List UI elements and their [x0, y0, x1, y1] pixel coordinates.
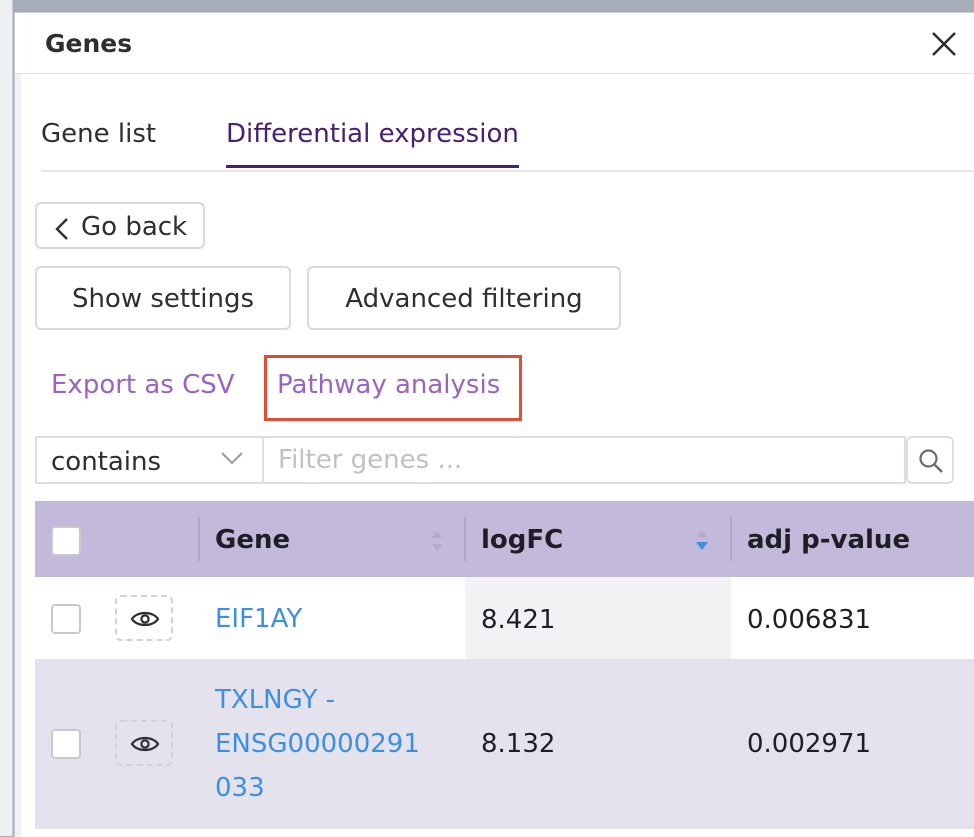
- go-back-label: Go back: [81, 212, 188, 242]
- filter-mode-value: contains: [51, 447, 162, 477]
- panel-title: Genes: [45, 29, 133, 58]
- panel-body: Gene list Differential expression Go bac…: [15, 74, 974, 837]
- logfc-value: 8.132: [481, 729, 556, 759]
- chevron-left-icon: [55, 218, 68, 240]
- column-divider: [730, 517, 732, 561]
- column-header-gene[interactable]: Gene: [215, 525, 291, 555]
- gene-link-line: 033: [215, 773, 265, 803]
- advanced-filtering-button[interactable]: Advanced filtering: [307, 266, 621, 330]
- select-all-checkbox[interactable]: [51, 526, 81, 556]
- export-csv-link[interactable]: Export as CSV: [51, 370, 235, 400]
- table-header: Gene logFC adj p-value: [35, 501, 974, 577]
- genes-table: Gene logFC adj p-value: [35, 501, 974, 837]
- search-icon: [919, 449, 943, 473]
- sort-icon[interactable]: [431, 530, 443, 552]
- close-icon: [932, 32, 956, 56]
- search-button[interactable]: [906, 436, 954, 484]
- eye-icon: [130, 736, 160, 752]
- column-divider: [198, 517, 200, 561]
- table-row: [35, 829, 974, 837]
- column-divider: [464, 517, 466, 561]
- filter-genes-input[interactable]: [264, 436, 906, 484]
- logfc-cell-bg: [465, 577, 731, 659]
- highlight-box: [264, 355, 522, 421]
- adj-p-value: 0.006831: [747, 605, 872, 635]
- row-checkbox[interactable]: [51, 604, 81, 634]
- go-back-button[interactable]: Go back: [35, 202, 205, 249]
- close-button[interactable]: [927, 27, 961, 61]
- filter-mode-select[interactable]: contains: [35, 436, 264, 484]
- sort-desc-icon[interactable]: [695, 530, 709, 552]
- chevron-down-icon: [221, 452, 243, 465]
- tab-gene-list[interactable]: Gene list: [41, 119, 157, 149]
- tab-bar: Gene list Differential expression: [41, 114, 974, 172]
- table-row: EIF1AY 8.421 0.006831: [35, 577, 974, 659]
- column-header-logfc[interactable]: logFC: [481, 525, 564, 555]
- eye-icon: [130, 611, 160, 627]
- show-settings-button[interactable]: Show settings: [35, 266, 291, 330]
- row-checkbox[interactable]: [51, 729, 81, 759]
- tab-differential-expression[interactable]: Differential expression: [226, 114, 519, 168]
- genes-panel: Genes Gene list Differential expression …: [14, 12, 974, 837]
- table-row: TXLNGY - ENSG00000291 033 8.132 0.002971: [35, 659, 974, 829]
- view-button[interactable]: [115, 595, 173, 641]
- view-button[interactable]: [115, 720, 173, 766]
- pathway-analysis-link[interactable]: Pathway analysis: [277, 370, 501, 400]
- column-header-adj-p-value[interactable]: adj p-value: [747, 525, 911, 555]
- adj-p-value: 0.002971: [747, 729, 872, 759]
- logfc-value: 8.421: [481, 605, 556, 635]
- panel-header: Genes: [15, 13, 974, 74]
- gene-link[interactable]: TXLNGY - ENSG00000291 033: [215, 678, 420, 810]
- gene-link-line: TXLNGY -: [215, 685, 336, 715]
- background-strip: [0, 0, 13, 836]
- gene-link[interactable]: EIF1AY: [215, 604, 303, 634]
- gene-link-line: ENSG00000291: [215, 729, 420, 759]
